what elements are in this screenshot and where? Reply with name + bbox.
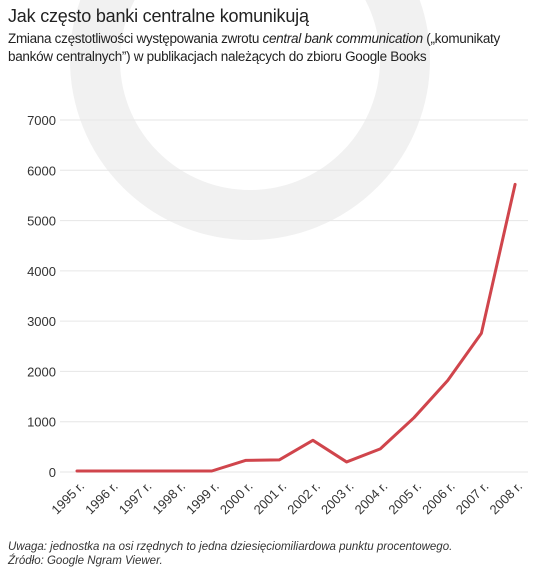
x-tick-label: 2007 r. [453,479,492,518]
subtitle-text-2: („komunikaty banków centralnych”) w publ… [8,31,500,64]
x-axis-ticks: 1995 r.1996 r.1997 r.1998 r.1999 r.2000 … [48,479,525,518]
subtitle-text-1: Zmiana częstotliwości występowania zwrot… [8,31,263,46]
x-tick-label: 2001 r. [251,479,290,518]
x-tick-label: 2003 r. [318,479,357,518]
chart-title: Jak często banki centralne komunikują [8,6,309,26]
footer-note: Uwaga: jednostka na osi rzędnych to jedn… [8,541,453,553]
chart-subtitle: Zmiana częstotliwości występowania zwrot… [8,30,544,66]
y-tick-label: 0 [49,465,56,480]
x-tick-label: 2004 r. [352,479,391,518]
footer-source: Źródło: Google Ngram Viewer. [8,555,163,567]
y-tick-label: 3000 [27,314,56,329]
y-tick-label: 7000 [27,113,56,128]
x-tick-label: 1999 r. [183,479,222,518]
y-axis-ticks: 0 1000 2000 3000 4000 5000 6000 7000 [27,113,56,480]
y-tick-label: 1000 [27,415,56,430]
x-tick-label: 1998 r. [149,479,188,518]
x-tick-label: 2008 r. [486,479,525,518]
x-tick-label: 2000 r. [217,479,256,518]
y-tick-label: 6000 [27,163,56,178]
y-tick-label: 5000 [27,214,56,229]
chart-footer: Uwaga: jednostka na osi rzędnych to jedn… [8,540,452,568]
watermark-logo [70,0,430,240]
subtitle-phrase: central bank communication [262,31,424,46]
x-tick-label: 1996 r. [82,479,121,518]
watermark-ring [70,0,430,240]
y-tick-label: 2000 [27,364,56,379]
x-tick-label: 1997 r. [116,479,155,518]
x-tick-label: 2005 r. [385,479,424,518]
y-tick-label: 4000 [27,264,56,279]
x-tick-label: 1995 r. [48,479,87,518]
x-tick-label: 2006 r. [419,479,458,518]
series-line [75,182,517,473]
x-tick-label: 2002 r. [284,479,323,518]
